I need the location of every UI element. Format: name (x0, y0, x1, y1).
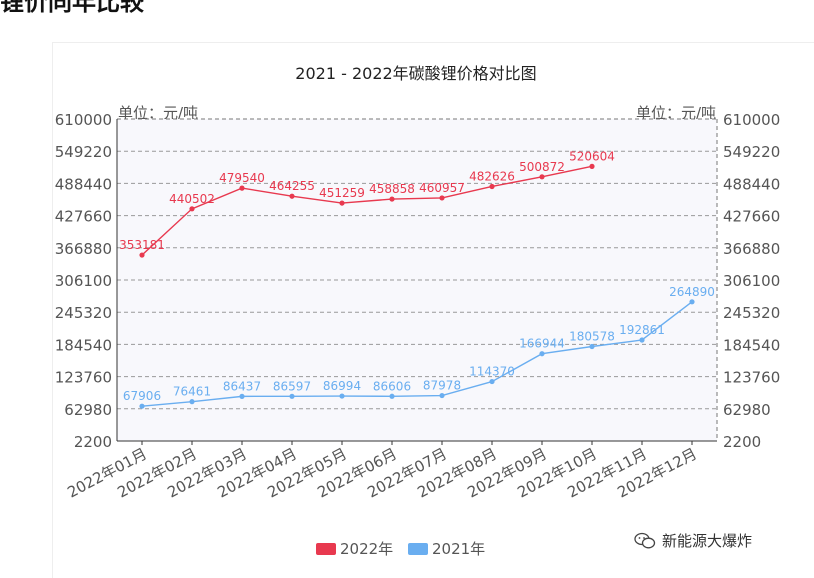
y-tick-label-left: 610000 (55, 111, 112, 129)
chart-title: 2021 - 2022年碳酸锂价格对比图 (295, 64, 536, 83)
data-point (139, 252, 145, 258)
data-point (539, 351, 545, 357)
data-point (689, 299, 695, 305)
data-label: 166944 (519, 337, 565, 351)
data-point (639, 337, 645, 343)
data-label: 114370 (469, 365, 515, 379)
data-label: 87978 (423, 379, 461, 393)
data-label: 520604 (569, 149, 615, 163)
y-tick-label-right: 306100 (723, 272, 780, 290)
data-label: 67906 (123, 389, 161, 403)
data-label: 86437 (223, 379, 261, 393)
series-line (141, 165, 593, 256)
legend-label: 2021年 (432, 540, 485, 558)
data-point (239, 393, 245, 399)
data-label: 464255 (269, 179, 315, 193)
data-label: 264890 (669, 285, 715, 299)
y-tick-label-right: 366880 (723, 240, 780, 258)
data-point (289, 393, 295, 399)
y-tick-label-left: 549220 (55, 143, 112, 161)
watermark-text: 新能源大爆炸 (662, 532, 753, 550)
series-line (141, 301, 693, 407)
y-tick-label-right: 62980 (723, 401, 771, 419)
data-point (139, 403, 145, 409)
data-label: 86994 (323, 379, 361, 393)
data-point (489, 378, 495, 385)
data-label: 500872 (519, 160, 565, 174)
y-tick-label-left: 62980 (64, 401, 112, 419)
data-label: 86597 (273, 379, 311, 393)
data-point (239, 185, 245, 191)
data-label: 482626 (469, 169, 515, 183)
data-point (589, 343, 595, 350)
y-tick-label-right: 245320 (723, 304, 780, 322)
y-tick-label-right: 610000 (723, 111, 780, 129)
data-point (339, 200, 345, 206)
y-tick-label-left: 2200 (74, 433, 112, 451)
y-tick-label-left: 123760 (55, 369, 112, 387)
data-point (289, 193, 295, 199)
y-tick-label-left: 184540 (55, 336, 112, 354)
data-point (489, 183, 495, 190)
y-tick-label-right: 184540 (723, 336, 780, 354)
data-label: 353181 (119, 238, 165, 252)
data-label: 460957 (419, 181, 465, 195)
data-point (189, 206, 195, 212)
wechat-icon (634, 532, 656, 548)
legend-swatch (408, 543, 428, 555)
y-tick-label-right: 123760 (723, 369, 780, 387)
watermark: 新能源大爆炸 (634, 530, 752, 551)
data-point (539, 174, 545, 180)
data-point (389, 196, 395, 202)
y-tick-label-left: 427660 (55, 208, 112, 226)
legend-label: 2022年 (340, 540, 393, 558)
unit-label-right: 单位：元/吨 (636, 104, 716, 122)
y-tick-label-right: 549220 (723, 143, 780, 161)
data-label: 440502 (169, 192, 215, 206)
data-point (339, 393, 345, 399)
y-tick-label-right: 427660 (723, 208, 780, 226)
data-point (439, 392, 445, 399)
y-tick-label-left: 245320 (55, 304, 112, 322)
data-point (189, 399, 195, 405)
legend-swatch (316, 543, 336, 555)
data-point (439, 195, 445, 201)
data-point (389, 393, 395, 399)
data-label: 76461 (173, 385, 211, 399)
data-label: 458858 (369, 182, 415, 196)
page-heading: 锂价同年比较 (0, 0, 144, 16)
data-label: 451259 (319, 186, 365, 200)
y-tick-label-left: 306100 (55, 272, 112, 290)
data-label: 192861 (619, 323, 665, 337)
unit-label-left: 单位：元/吨 (118, 104, 198, 122)
data-label: 86606 (373, 379, 411, 393)
data-label: 479540 (219, 171, 265, 185)
y-tick-label-left: 366880 (55, 240, 112, 258)
y-tick-label-left: 488440 (55, 175, 112, 193)
y-tick-label-right: 2200 (723, 433, 761, 451)
data-label: 180578 (569, 329, 615, 343)
data-point (589, 163, 595, 169)
y-tick-label-right: 488440 (723, 175, 780, 193)
